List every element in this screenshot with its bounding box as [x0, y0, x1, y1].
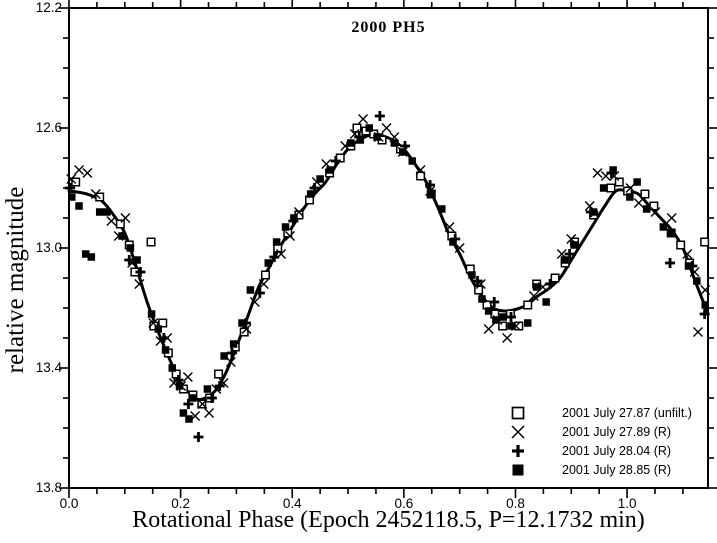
x-cross-marker-icon	[500, 424, 536, 440]
open-square-marker-icon	[500, 405, 536, 421]
bold-plus-marker-icon	[500, 443, 536, 459]
legend-item-unfilt: 2001 July 27.87 (unfilt.)	[500, 403, 692, 422]
y-tick-label: 12.6	[35, 120, 62, 135]
y-tick-label: 13.0	[35, 240, 62, 255]
x-tick-label: 0.4	[282, 496, 302, 511]
legend-item-r1: 2001 July 27.89 (R)	[500, 422, 692, 441]
y-tick-label: 13.4	[35, 360, 62, 375]
x-tick-label: 0.2	[171, 496, 190, 511]
legend-label: 2001 July 28.04 (R)	[562, 443, 672, 458]
series-filled-square	[68, 124, 709, 423]
y-axis-label: relative magnitude	[2, 186, 29, 374]
chart-title: 2000 PH5	[351, 19, 426, 36]
legend: 2001 July 27.87 (unfilt.) 2001 July 27.8…	[500, 403, 692, 479]
y-tick-label: 12.2	[35, 0, 62, 15]
legend-label: 2001 July 28.85 (R)	[562, 462, 672, 477]
x-tick-label: 1.0	[617, 496, 637, 511]
x-tick-label: 0.0	[59, 496, 79, 511]
legend-label: 2001 July 27.87 (unfilt.)	[562, 405, 692, 420]
legend-label: 2001 July 27.89 (R)	[562, 424, 672, 439]
x-tick-label: 0.6	[394, 496, 414, 511]
y-tick-label: 13.8	[35, 480, 62, 495]
series-x-cross	[66, 114, 711, 421]
plot-frame	[68, 7, 709, 489]
series-bold-plus	[65, 111, 710, 442]
legend-item-r2: 2001 July 28.04 (R)	[500, 441, 692, 460]
x-axis-label: Rotational Phase (Epoch 2452118.5, P=12.…	[132, 507, 645, 533]
filled-square-marker-icon	[500, 462, 536, 478]
legend-item-r3: 2001 July 28.85 (R)	[500, 460, 692, 479]
x-tick-label: 0.8	[506, 496, 525, 511]
